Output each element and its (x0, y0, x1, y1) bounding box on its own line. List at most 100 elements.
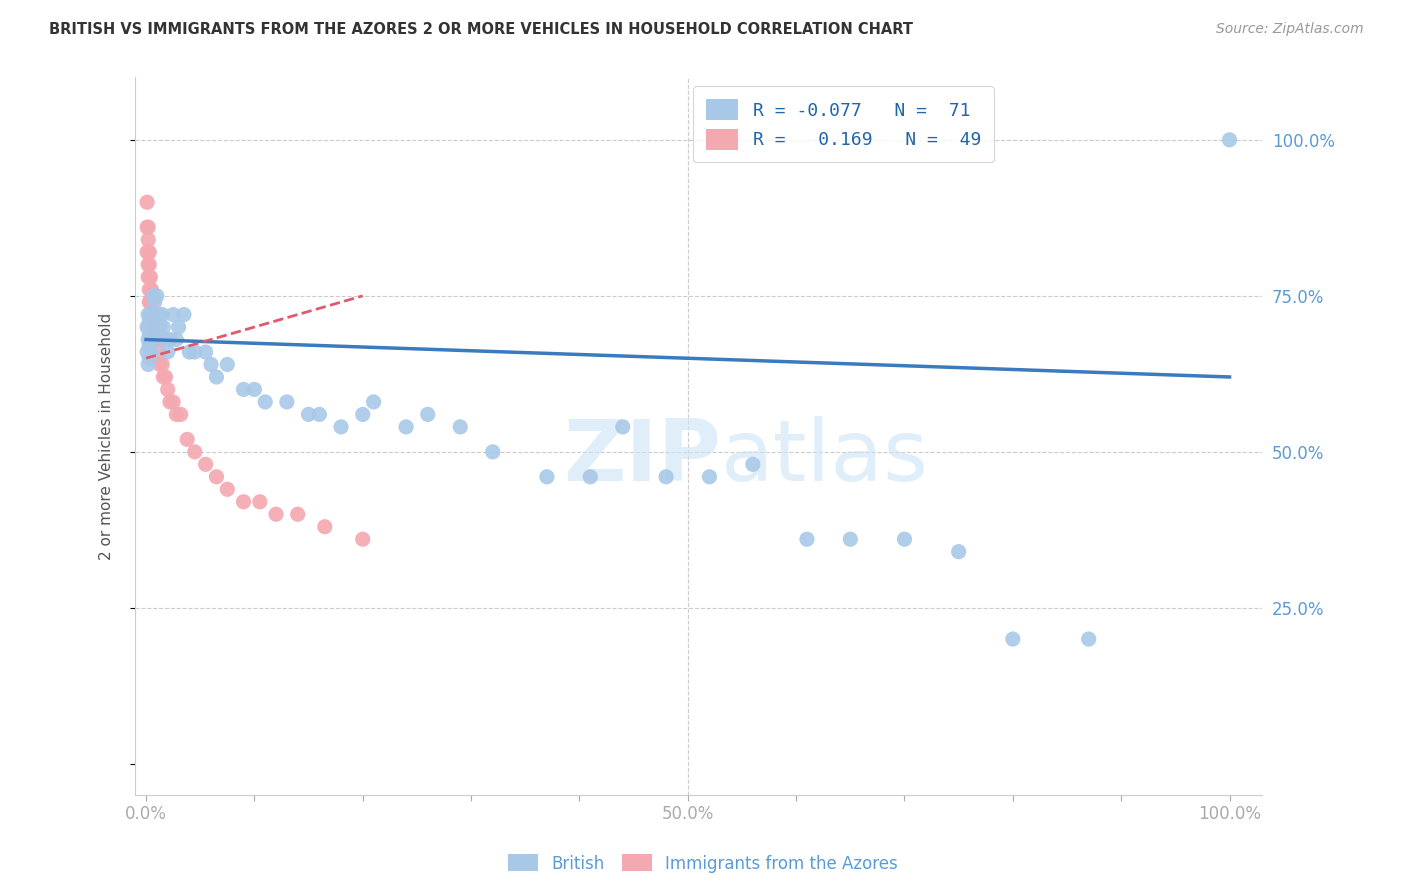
Point (264, 508, 287, 522)
Point (136, 195, 159, 210)
Point (149, 358, 172, 372)
Point (162, 308, 184, 322)
Point (184, 345, 207, 359)
Point (136, 220, 159, 235)
Point (741, 458, 763, 472)
Point (141, 308, 163, 322)
Point (136, 220, 159, 235)
Point (184, 445, 207, 459)
Point (138, 270, 160, 285)
Text: Source: ZipAtlas.com: Source: ZipAtlas.com (1216, 22, 1364, 37)
Point (536, 470, 558, 484)
Text: ZIP: ZIP (564, 417, 721, 500)
Point (145, 320, 167, 334)
Point (146, 320, 169, 334)
Point (136, 308, 159, 322)
Point (138, 245, 160, 260)
Point (287, 508, 309, 522)
Point (143, 295, 166, 310)
Point (314, 520, 336, 534)
Point (148, 345, 170, 359)
Point (205, 370, 228, 384)
Point (194, 458, 217, 472)
Point (200, 358, 222, 372)
Point (173, 308, 195, 322)
Point (395, 420, 418, 434)
Point (167, 320, 190, 334)
Point (162, 395, 184, 409)
Point (1001, 632, 1024, 646)
Point (156, 383, 179, 397)
Point (141, 333, 163, 347)
Point (142, 308, 165, 322)
Legend: R = -0.077   N =  71, R =   0.169   N =  49: R = -0.077 N = 71, R = 0.169 N = 49 (693, 87, 994, 162)
Point (155, 370, 177, 384)
Point (159, 395, 181, 409)
Point (1218, 133, 1240, 147)
Point (156, 345, 179, 359)
Point (139, 320, 162, 334)
Point (138, 339, 160, 353)
Point (141, 308, 163, 322)
Point (416, 408, 439, 422)
Text: atlas: atlas (721, 417, 929, 500)
Point (839, 533, 862, 547)
Point (146, 333, 169, 347)
Point (352, 533, 374, 547)
Point (145, 320, 167, 334)
Point (146, 333, 169, 347)
Point (141, 308, 163, 322)
Point (308, 408, 330, 422)
Y-axis label: 2 or more Vehicles in Household: 2 or more Vehicles in Household (100, 312, 114, 560)
Point (141, 295, 163, 310)
Point (893, 533, 915, 547)
Point (330, 420, 353, 434)
Point (232, 383, 254, 397)
Point (138, 295, 160, 310)
Point (205, 470, 228, 484)
Point (136, 333, 159, 347)
Point (136, 320, 159, 334)
Point (150, 308, 173, 322)
Point (136, 245, 159, 260)
Point (363, 395, 385, 409)
Text: BRITISH VS IMMIGRANTS FROM THE AZORES 2 OR MORE VEHICLES IN HOUSEHOLD CORRELATIO: BRITISH VS IMMIGRANTS FROM THE AZORES 2 … (49, 22, 914, 37)
Point (150, 358, 173, 372)
Point (217, 358, 239, 372)
Point (179, 345, 201, 359)
Point (481, 445, 503, 459)
Point (449, 420, 471, 434)
Point (176, 433, 198, 447)
Point (139, 335, 162, 350)
Point (141, 333, 163, 347)
Point (141, 283, 163, 297)
Point (276, 395, 298, 409)
Point (139, 270, 162, 285)
Point (136, 270, 159, 285)
Point (146, 308, 169, 322)
Point (159, 333, 181, 347)
Point (136, 320, 159, 334)
Point (141, 308, 163, 322)
Point (139, 295, 162, 310)
Point (165, 333, 187, 347)
Point (136, 358, 159, 372)
Point (138, 314, 160, 328)
Point (149, 320, 172, 334)
Point (1077, 632, 1099, 646)
Point (948, 544, 970, 558)
Point (138, 351, 160, 366)
Point (141, 345, 163, 359)
Legend: British, Immigrants from the Azores: British, Immigrants from the Azores (502, 847, 904, 880)
Point (194, 345, 217, 359)
Point (232, 495, 254, 509)
Point (152, 320, 174, 334)
Point (796, 533, 818, 547)
Point (136, 233, 159, 247)
Point (148, 308, 170, 322)
Point (141, 320, 163, 334)
Point (143, 308, 166, 322)
Point (170, 408, 193, 422)
Point (138, 326, 160, 341)
Point (142, 308, 165, 322)
